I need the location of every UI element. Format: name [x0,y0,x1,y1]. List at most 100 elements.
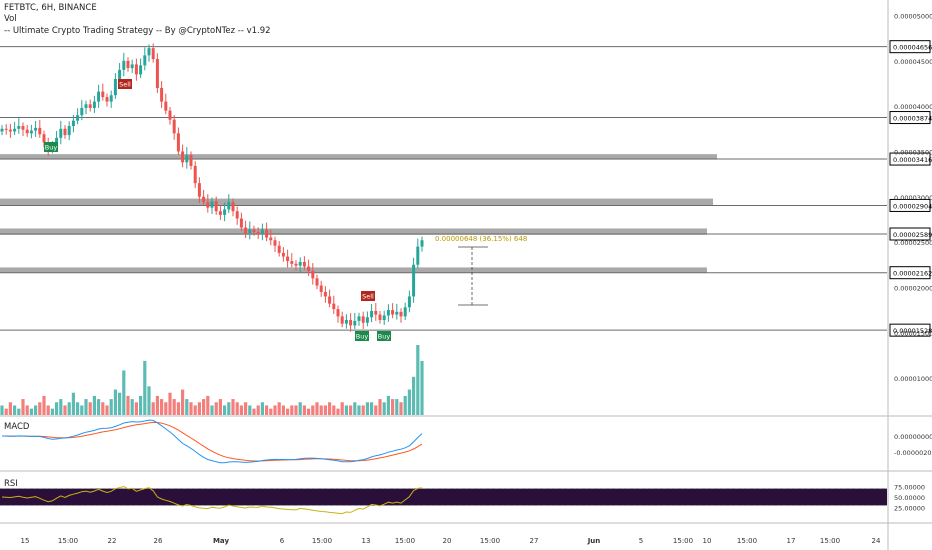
zone-band [0,154,717,160]
volume-bar [34,405,38,415]
price-tick-label: 0.00005000 [894,13,932,21]
volume-bar [29,408,33,415]
candle-body [8,129,12,132]
time-axis[interactable]: 15 15:00 22 26 May 6 15:00 13 15:00 20 15:00 27 Jun 5… [21,537,881,545]
price-tick-label: 0.00002500 [894,239,932,247]
candle-body [269,237,273,241]
candle-body [176,133,180,152]
candle-body [76,115,80,121]
time-tick-label: 6 [280,537,285,545]
candle-body [361,316,365,323]
level-price-label: 0.00002162 [893,270,932,278]
volume-bar [265,405,269,415]
volume-bar [71,392,75,415]
volume-bar [160,399,164,415]
candle-body [273,240,277,246]
level-price-label: 0.00001528 [893,327,932,335]
volume-bar [139,395,143,415]
volume-bar [365,402,369,415]
volume-bar [281,405,285,415]
volume-bar [92,395,96,415]
candle-body [92,101,96,108]
volume-bar [164,402,168,415]
time-tick-label: 13 [362,537,371,545]
candle-body [307,266,311,272]
candle-body [328,296,332,304]
candle-body [391,310,395,315]
price-tick-label: 0.00001000 [894,375,932,383]
volume-bar [332,405,336,415]
candle-body [353,320,357,326]
volume-bar [42,395,46,415]
volume-bar [218,399,222,415]
candle-body [244,227,248,233]
volume-bar [294,405,298,415]
price-tick-label: 0.00003000 [894,194,932,202]
volume-bar [277,402,281,415]
zone-band [0,228,707,235]
candle-body [260,229,264,234]
price-measure-tool[interactable]: 0.00000648 (36.15%) 648 [435,235,527,306]
candle-body [344,320,348,324]
candle-body [164,101,168,111]
candle-body [227,202,231,210]
volume-bar [353,402,357,415]
volume-bar [328,402,332,415]
time-tick-label: 15 [21,537,30,545]
volume-bar [46,405,50,415]
zone-band [0,267,707,273]
candle-body [315,278,319,286]
signal-label: Sell [119,81,131,89]
candle-body [80,107,84,116]
candle-body [172,119,176,134]
level-price-label: 0.00003874 [893,115,932,123]
level-price-label: 0.00003416 [893,156,932,164]
rsi-tick-label: 50.00000 [894,494,925,502]
price-axis[interactable]: 0.00001000 0.00001500 0.00002000 0.00002500… [894,13,932,384]
time-tick-label: 15:00 [673,537,693,545]
candle-body [101,91,105,98]
time-tick-label: May [213,537,229,545]
candle-body [399,311,403,317]
volume-bar [416,345,420,415]
volume-bar [105,405,109,415]
volume-bar [0,405,4,415]
volume-bar [269,408,273,415]
candle-body [4,128,8,130]
candle-body [109,95,113,102]
volume-bar [168,392,172,415]
candle-body [407,296,411,308]
candle-body [370,310,374,318]
candle-body [25,129,29,134]
macd-panel: 0.00000000 -0.00000200 [1,419,932,464]
volume-bar [97,399,101,415]
level-price-label: 0.00002904 [893,202,932,210]
strategy-indicator-label: -- Ultimate Crypto Trading Strategy -- B… [4,26,271,36]
candle-body [71,120,75,127]
candle-body [151,48,155,59]
volume-bar [239,405,243,415]
candle-body [298,262,302,266]
volume-bar [189,402,193,415]
signal-badge [118,79,132,89]
rsi-tick-label: 25.00000 [894,505,925,513]
candle-body [105,97,109,102]
volume-bar [227,402,231,415]
candle-body [290,261,294,264]
volume-bar [286,408,290,415]
time-tick-label: 22 [108,537,117,545]
time-tick-label: 15:00 [58,537,78,545]
volume-bar [134,402,138,415]
volume-bar [231,399,235,415]
candle-body [0,128,4,132]
volume-bar [206,395,210,415]
volume-bar [319,405,323,415]
candle-body [210,201,214,208]
signal-label: Sell [362,293,374,301]
candle-body [21,126,25,130]
candle-body [130,64,134,69]
horizontal-levels[interactable]: 0.00004656 0.00003874 0.00003416 0.00002904… [0,40,932,337]
candle-body [319,285,323,292]
candle-body [139,65,143,75]
